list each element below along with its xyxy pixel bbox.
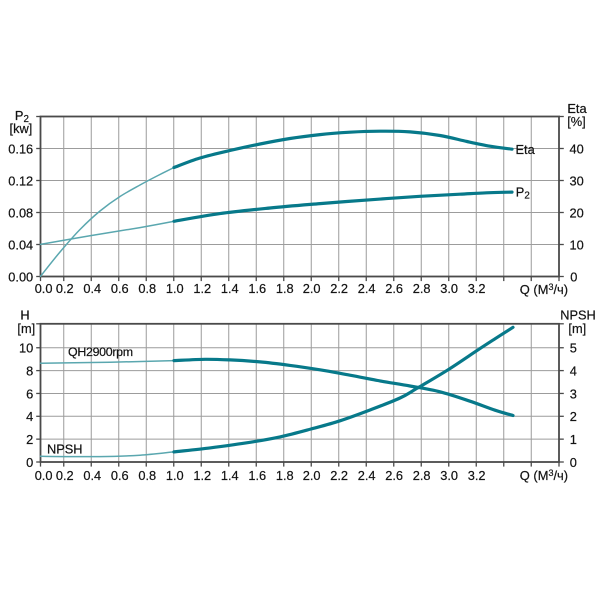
svg-text:Q (М3/ч): Q (М3/ч): [520, 468, 568, 483]
svg-text:Eta: Eta: [516, 142, 536, 157]
svg-text:2.4: 2.4: [358, 281, 376, 296]
svg-text:1.0: 1.0: [166, 468, 184, 483]
svg-text:0.4: 0.4: [83, 468, 101, 483]
svg-text:1.8: 1.8: [276, 468, 294, 483]
svg-text:H: H: [20, 308, 29, 323]
svg-text:3.0: 3.0: [440, 281, 458, 296]
svg-text:2.2: 2.2: [330, 281, 348, 296]
svg-text:3.2: 3.2: [468, 468, 486, 483]
svg-text:5: 5: [570, 341, 577, 356]
svg-text:1.4: 1.4: [221, 281, 239, 296]
svg-text:0.16: 0.16: [8, 141, 33, 156]
svg-text:4: 4: [26, 409, 33, 424]
svg-text:2.0: 2.0: [303, 468, 321, 483]
svg-text:30: 30: [570, 173, 584, 188]
svg-text:0.8: 0.8: [138, 281, 156, 296]
svg-text:[m]: [m]: [568, 321, 586, 336]
svg-text:10: 10: [19, 341, 33, 356]
svg-text:Q (М3/ч): Q (М3/ч): [520, 282, 568, 297]
svg-text:2.6: 2.6: [385, 281, 403, 296]
svg-text:1.6: 1.6: [248, 468, 266, 483]
svg-text:[%]: [%]: [567, 114, 586, 129]
svg-text:[kw]: [kw]: [10, 121, 33, 136]
svg-text:QH2900rpm: QH2900rpm: [68, 345, 133, 359]
svg-text:20: 20: [570, 205, 584, 220]
svg-text:0: 0: [26, 455, 33, 470]
svg-text:8: 8: [26, 363, 33, 378]
svg-text:2: 2: [26, 432, 33, 447]
svg-text:3.0: 3.0: [440, 468, 458, 483]
svg-text:0.08: 0.08: [8, 205, 33, 220]
svg-text:10: 10: [570, 237, 584, 252]
svg-text:1.8: 1.8: [276, 281, 294, 296]
svg-text:4: 4: [570, 363, 577, 378]
svg-text:NPSH: NPSH: [47, 442, 83, 457]
svg-text:0.6: 0.6: [111, 468, 129, 483]
svg-text:1.0: 1.0: [166, 281, 184, 296]
svg-text:1.2: 1.2: [193, 468, 211, 483]
svg-text:1.6: 1.6: [248, 281, 266, 296]
svg-text:0.0: 0.0: [35, 468, 53, 483]
svg-text:Eta: Eta: [567, 101, 587, 116]
svg-text:0.2: 0.2: [56, 281, 74, 296]
svg-text:2.8: 2.8: [413, 281, 431, 296]
svg-text:40: 40: [570, 141, 584, 156]
svg-text:0.00: 0.00: [8, 269, 33, 284]
svg-text:0.8: 0.8: [138, 468, 156, 483]
svg-text:0.2: 0.2: [56, 468, 74, 483]
svg-text:6: 6: [26, 386, 33, 401]
svg-text:[m]: [m]: [17, 321, 35, 336]
svg-text:2.0: 2.0: [303, 281, 321, 296]
svg-text:0.6: 0.6: [111, 281, 129, 296]
svg-text:3: 3: [570, 386, 577, 401]
svg-text:0: 0: [570, 455, 577, 470]
svg-text:2: 2: [570, 409, 577, 424]
svg-text:1.4: 1.4: [221, 468, 239, 483]
svg-text:2.8: 2.8: [413, 468, 431, 483]
svg-text:0.4: 0.4: [83, 281, 101, 296]
svg-text:0.12: 0.12: [8, 173, 33, 188]
svg-text:1: 1: [570, 432, 577, 447]
svg-text:3.2: 3.2: [468, 281, 486, 296]
svg-text:2.4: 2.4: [358, 468, 376, 483]
svg-text:2.2: 2.2: [330, 468, 348, 483]
svg-text:NPSH: NPSH: [560, 308, 596, 323]
svg-text:0: 0: [570, 269, 577, 284]
svg-text:0.04: 0.04: [8, 237, 33, 252]
svg-text:1.2: 1.2: [193, 281, 211, 296]
svg-text:0.0: 0.0: [35, 281, 53, 296]
svg-text:2.6: 2.6: [385, 468, 403, 483]
